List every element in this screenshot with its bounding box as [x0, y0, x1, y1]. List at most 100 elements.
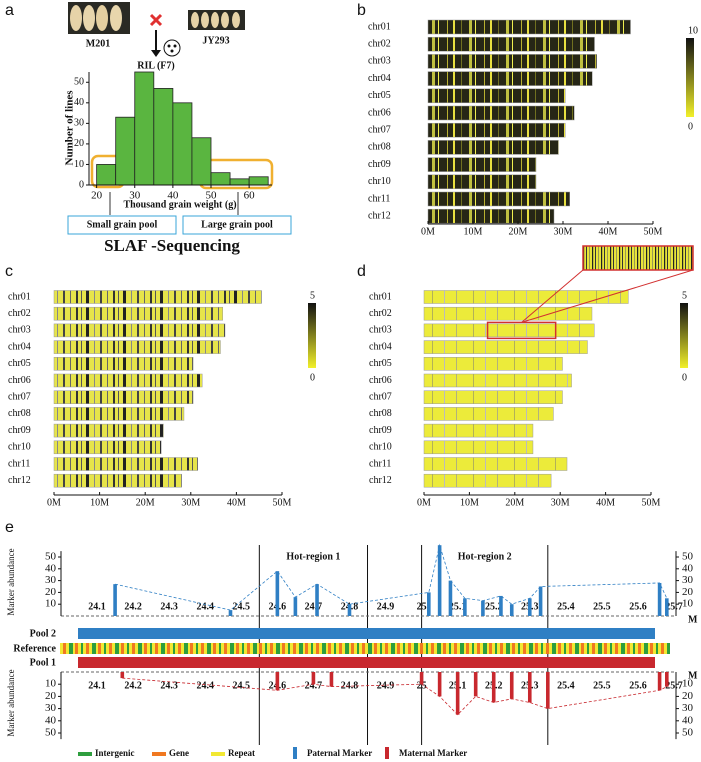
- row-label: chr04: [368, 73, 391, 84]
- y-tick-label: 40: [45, 714, 57, 726]
- x-tick-label: 24.5: [233, 680, 251, 691]
- panel-label: c: [5, 263, 13, 280]
- legend-swatch: [152, 752, 166, 756]
- y-axis-label: Number of lines: [64, 90, 76, 166]
- chromosome: [427, 122, 566, 138]
- y-tick-label: 10: [74, 159, 84, 170]
- x-tick-label: 10M: [464, 226, 483, 237]
- row-label: chr02: [8, 308, 31, 319]
- chromosome: [427, 174, 537, 190]
- row-label: chr04: [8, 341, 31, 352]
- track: [78, 657, 655, 668]
- x-tick-label: 40M: [227, 497, 246, 508]
- colorbar: [680, 303, 688, 368]
- row-label: chr01: [8, 291, 31, 302]
- zoom-line: [521, 269, 584, 323]
- row-label: chr06: [368, 107, 391, 118]
- chromosome: [53, 423, 164, 438]
- row-label: chr06: [369, 375, 392, 386]
- row-label: chr10: [8, 442, 31, 453]
- region-label: Hot-region 2: [458, 551, 512, 562]
- x-tick-label: 30: [129, 190, 141, 202]
- marker-bar: [419, 672, 424, 685]
- row-label: chr07: [369, 391, 392, 402]
- x-tick-label: 10M: [460, 497, 479, 508]
- axis-unit: M: [688, 670, 698, 681]
- chromosome: [53, 373, 203, 388]
- y-axis-label: Marker abundance: [6, 548, 16, 615]
- row-label: chr12: [8, 475, 31, 486]
- marker-bar: [113, 584, 117, 616]
- row-label: chr12: [369, 475, 392, 486]
- marker-bar: [473, 672, 478, 697]
- row-label: chr01: [368, 21, 391, 32]
- bar: [248, 176, 269, 186]
- pool-label: Large grain pool: [201, 219, 273, 230]
- x-tick-label: 25: [417, 601, 427, 612]
- chromosome: [423, 423, 534, 438]
- chromosome: [53, 290, 262, 304]
- legend-label: Paternal Marker: [307, 748, 372, 758]
- x-tick-label: 40M: [596, 497, 615, 508]
- bar: [153, 88, 174, 186]
- chromosome: [53, 473, 182, 488]
- row-label: chr05: [8, 358, 31, 369]
- y-tick-label: 50: [74, 77, 84, 88]
- marker-bar: [509, 672, 514, 699]
- x-tick-label: 25.4: [557, 680, 575, 691]
- row-label: chr08: [368, 142, 391, 153]
- x-tick-label: 24.7: [305, 601, 323, 612]
- x-tick-label: 40M: [599, 226, 618, 237]
- row-label: chr08: [369, 408, 392, 419]
- x-tick-label: 24.1: [88, 601, 106, 612]
- chromosome: [423, 290, 629, 304]
- chromosome: [423, 440, 534, 455]
- chromosome: [427, 157, 537, 172]
- x-tick-label: 24.2: [124, 601, 142, 612]
- chromosome: [53, 323, 226, 338]
- marker-bar: [481, 600, 485, 616]
- marker-bar: [509, 604, 514, 616]
- arrow: [151, 30, 181, 57]
- marker-bar: [437, 672, 442, 697]
- x-tick-label: 0M: [417, 497, 431, 508]
- trend-line: [122, 677, 667, 716]
- chromosome: [423, 373, 572, 388]
- marker-bar: [275, 672, 280, 691]
- marker-bar: [347, 604, 352, 616]
- x-tick-label: 24.2: [124, 680, 142, 691]
- x-tick-label: 24.3: [160, 680, 178, 691]
- x-tick-label: 20: [91, 190, 103, 202]
- chromosome: [423, 390, 563, 404]
- bar: [210, 172, 231, 186]
- x-tick-label: 25.1: [449, 601, 467, 612]
- y-tick-label: 10: [45, 598, 57, 610]
- y-tick-label: 50: [45, 551, 57, 563]
- bar: [115, 116, 136, 186]
- arrow: [109, 192, 239, 215]
- y-tick-label: 20: [45, 690, 57, 702]
- x-tick-label: 24.4: [196, 680, 214, 691]
- legend-label: Intergenic: [95, 748, 135, 758]
- marker-bar: [427, 592, 431, 616]
- colorbar-label: 0: [682, 372, 687, 383]
- pool-label: Small grain pool: [87, 219, 158, 230]
- row-label: chr03: [368, 56, 391, 67]
- x-tick-label: 30M: [554, 226, 573, 237]
- marker-bar: [275, 571, 280, 616]
- chromosome: [427, 88, 566, 104]
- colorbar-label: 0: [310, 372, 315, 383]
- y-tick-label: 20: [682, 690, 694, 702]
- marker-bar: [665, 598, 669, 616]
- marker-bar: [538, 586, 543, 616]
- marker-bar: [527, 672, 532, 703]
- chromosome: [53, 390, 194, 404]
- x-tick-label: 25.5: [593, 680, 611, 691]
- y-tick-label: 10: [682, 678, 694, 690]
- row-label: chr02: [369, 308, 392, 319]
- y-tick-label: 20: [45, 586, 57, 598]
- y-axis-label: Marker abundance: [6, 669, 16, 736]
- chromosome: [423, 407, 554, 421]
- marker-bar: [463, 598, 467, 616]
